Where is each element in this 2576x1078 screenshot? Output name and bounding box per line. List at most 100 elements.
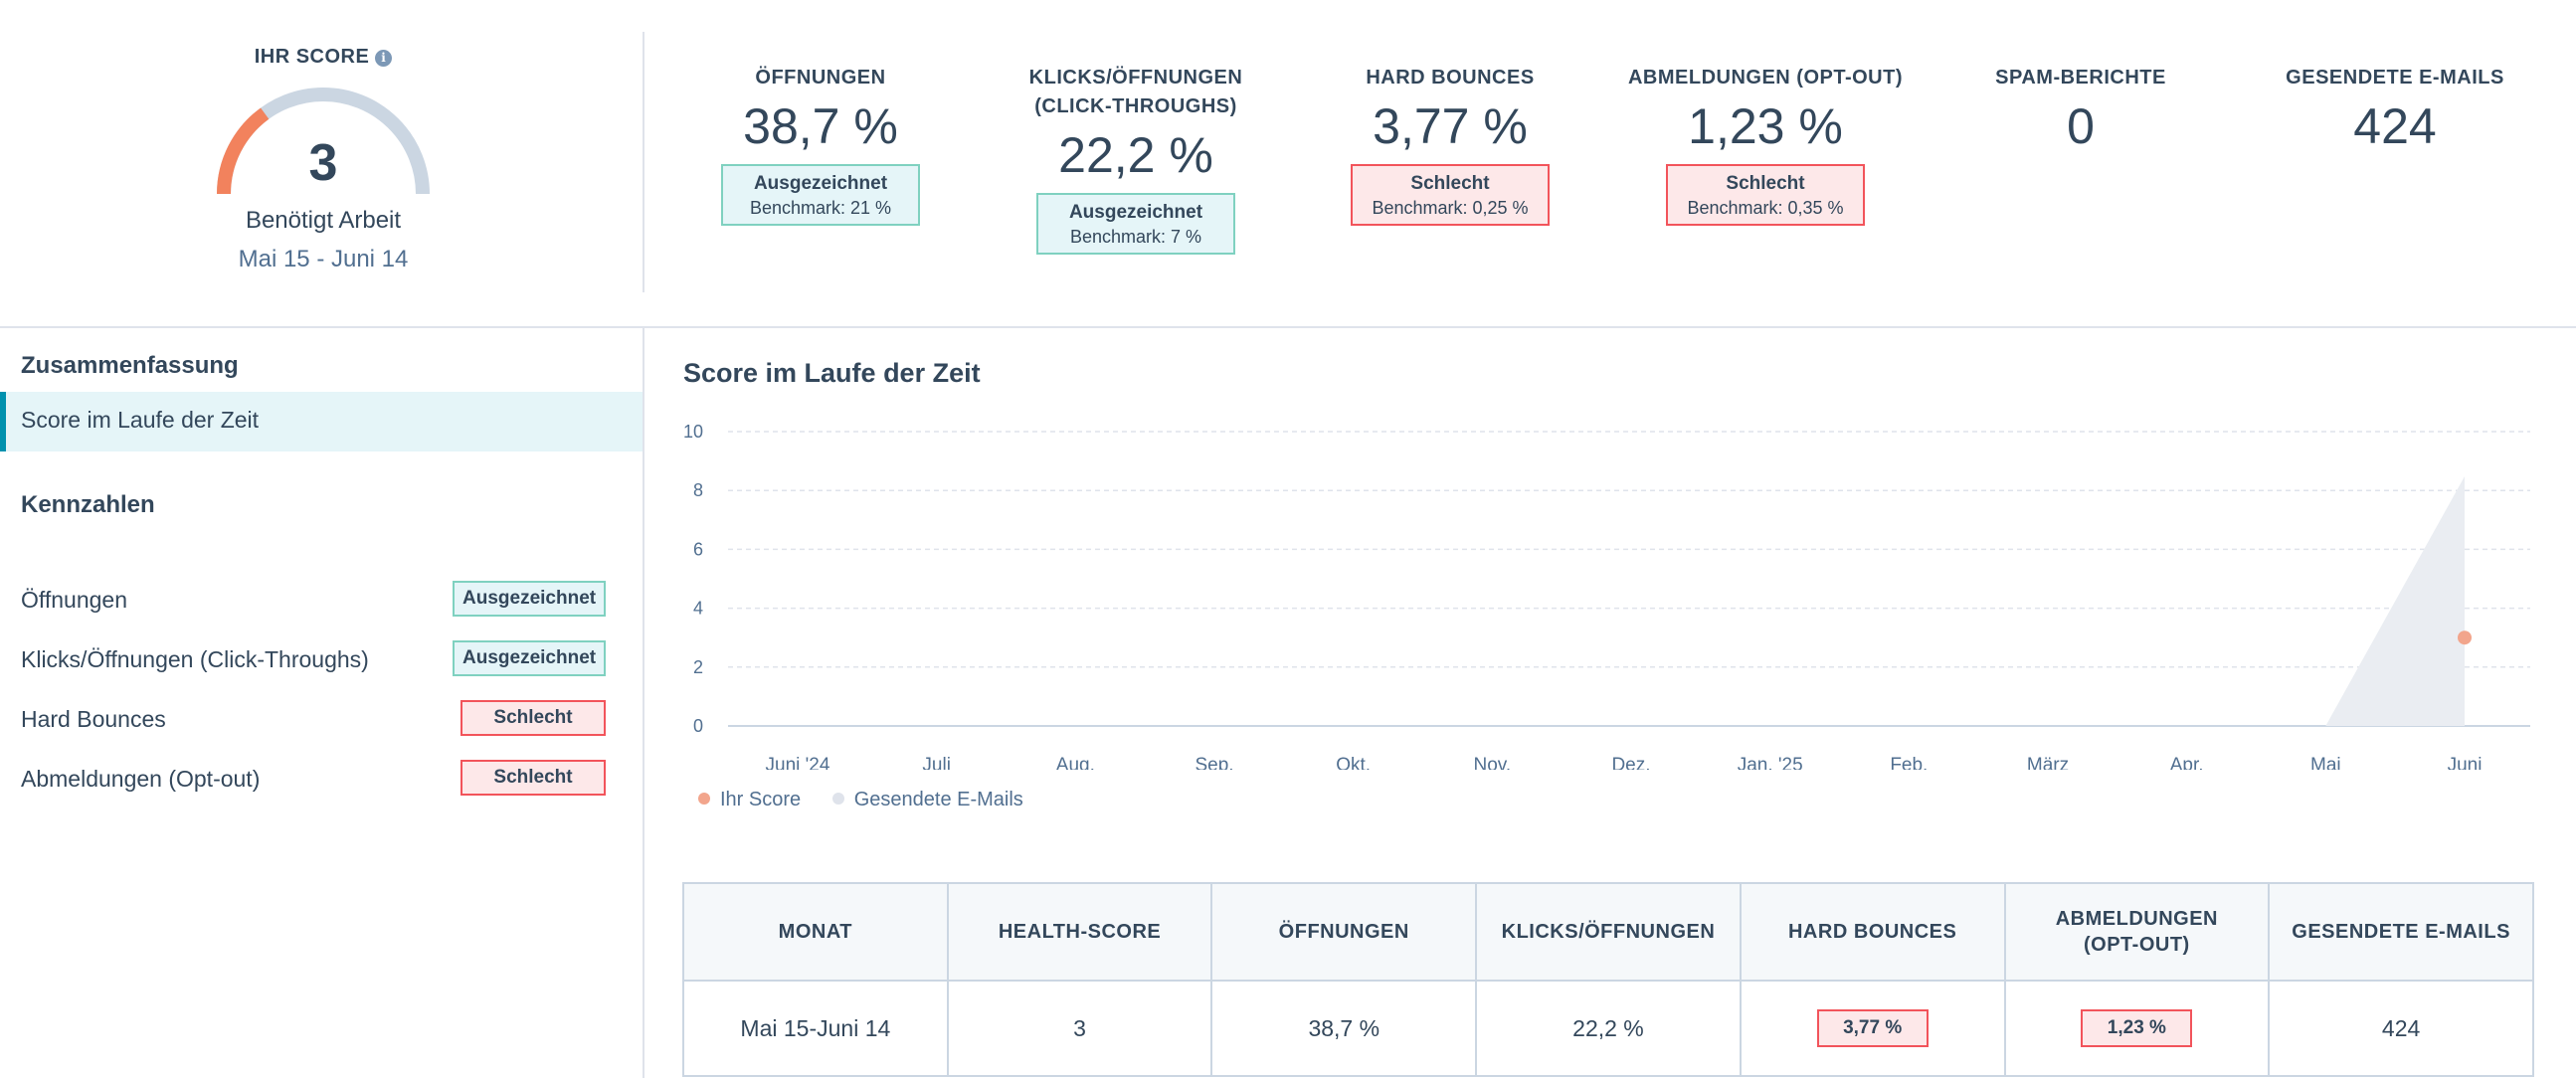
- cell-score: 3: [946, 980, 1213, 1077]
- metric-value: 1,23 %: [1688, 98, 1843, 154]
- metric-value: 3,77 %: [1373, 98, 1528, 154]
- x-tick-label: Dez.: [1611, 755, 1650, 770]
- score-status: Benötigt Arbeit: [245, 207, 402, 234]
- y-tick-label: 6: [693, 539, 703, 559]
- nav-item-opens[interactable]: Öffnungen Ausgezeichnet: [21, 581, 606, 621]
- info-icon[interactable]: i: [375, 50, 393, 67]
- status-badge: 3,77 %: [1816, 1009, 1929, 1047]
- status-badge: Ausgezeichnet: [453, 640, 606, 676]
- status-badge: Schlecht: [460, 700, 606, 736]
- metric-title: KLICKS/ÖFFNUNGEN (CLICK-THROUGHS): [1028, 67, 1243, 117]
- cell-optout: 1,23 %: [2003, 980, 2271, 1077]
- x-tick-label: Feb.: [1890, 755, 1928, 770]
- table-row: Mai 15-Juni 14 3 38,7 % 22,2 % 3,77 % 1,…: [682, 980, 2534, 1077]
- metric-title: SPAM-BERICHTE: [1995, 67, 2166, 89]
- column-header[interactable]: HEALTH-SCORE: [946, 882, 1213, 982]
- column-header[interactable]: ABMELDUNGEN (OPT-OUT): [2003, 882, 2271, 982]
- nav-item-score-over-time[interactable]: Score im Laufe der Zeit: [0, 392, 643, 451]
- column-header[interactable]: KLICKS/ÖFFNUNGEN: [1475, 882, 1742, 982]
- column-header[interactable]: HARD BOUNCES: [1739, 882, 2006, 982]
- cell-bounces: 3,77 %: [1739, 980, 2006, 1077]
- area-gesendete-emails: [2325, 476, 2465, 726]
- column-header[interactable]: ÖFFNUNGEN: [1210, 882, 1478, 982]
- metric-clicks: KLICKS/ÖFFNUNGEN (CLICK-THROUGHS) 22,2 %…: [987, 64, 1285, 255]
- benchmark-box: Schlecht Benchmark: 0,25 %: [1351, 164, 1550, 226]
- column-header[interactable]: GESENDETE E-MAILS: [2268, 882, 2534, 982]
- legend-dot: [831, 793, 844, 805]
- x-tick-label: Mai: [2310, 755, 2341, 770]
- nav-item-label: Hard Bounces: [21, 706, 166, 732]
- metric-opens: ÖFFNUNGEN 38,7 % Ausgezeichnet Benchmark…: [671, 64, 970, 226]
- chart-title: Score im Laufe der Zeit: [683, 358, 981, 388]
- x-tick-label: Okt.: [1336, 755, 1371, 770]
- status-badge: 1,23 %: [2081, 1009, 2193, 1047]
- status-badge: Schlecht: [460, 760, 606, 796]
- cell-opens: 38,7 %: [1210, 980, 1478, 1077]
- y-tick-label: 10: [683, 422, 703, 442]
- rating-label: Schlecht: [1410, 173, 1490, 194]
- y-tick-label: 2: [693, 657, 703, 677]
- y-tick-label: 0: [693, 716, 703, 736]
- y-tick-label: 4: [693, 599, 703, 619]
- metric-value: 0: [2067, 98, 2095, 154]
- point-ihr-score: [2458, 630, 2472, 645]
- benchmark-box: Schlecht Benchmark: 0,35 %: [1666, 164, 1865, 226]
- metric-spam: SPAM-BERICHTE 0: [1932, 64, 2230, 156]
- legend-item-sent[interactable]: Gesendete E-Mails: [831, 789, 1023, 811]
- rating-label: Schlecht: [1726, 173, 1805, 194]
- score-value: 3: [308, 134, 338, 192]
- benchmark-box: Ausgezeichnet Benchmark: 7 %: [1036, 193, 1235, 255]
- nav-heading-summary[interactable]: Zusammenfassung: [21, 352, 239, 379]
- score-date-range: Mai 15 - Juni 14: [238, 246, 409, 272]
- metric-value: 38,7 %: [743, 98, 898, 154]
- nav-item-label: Öffnungen: [21, 587, 128, 613]
- monthly-table: MONAT HEALTH-SCORE ÖFFNUNGEN KLICKS/ÖFFN…: [682, 882, 2534, 1077]
- benchmark-text: Benchmark: 21 %: [749, 198, 892, 218]
- y-tick-label: 8: [693, 480, 703, 500]
- cell-clicks: 22,2 %: [1475, 980, 1742, 1077]
- metric-value: 22,2 %: [1058, 127, 1213, 183]
- left-nav: [0, 328, 644, 1078]
- x-tick-label: Aug.: [1056, 755, 1095, 770]
- x-tick-label: März: [2027, 755, 2069, 770]
- nav-item-clicks[interactable]: Klicks/Öffnungen (Click-Throughs) Ausgez…: [21, 640, 606, 680]
- chart-legend: Ihr Score Gesendete E-Mails: [698, 789, 1049, 811]
- rating-label: Ausgezeichnet: [753, 173, 888, 194]
- metric-sent: GESENDETE E-MAILS 424: [2246, 64, 2544, 156]
- metric-value: 424: [2353, 98, 2437, 154]
- metric-title: HARD BOUNCES: [1366, 67, 1535, 89]
- cell-month: Mai 15-Juni 14: [682, 980, 949, 1077]
- status-badge: Ausgezeichnet: [453, 581, 606, 617]
- nav-item-label: Score im Laufe der Zeit: [21, 407, 260, 433]
- nav-item-label: Abmeldungen (Opt-out): [21, 766, 261, 792]
- divider: [643, 32, 644, 292]
- x-tick-label: Jan. '25: [1738, 755, 1803, 770]
- rating-label: Ausgezeichnet: [1068, 202, 1203, 223]
- metric-title: GESENDETE E-MAILS: [2286, 67, 2504, 89]
- score-heading: IHR SCORE i: [199, 46, 448, 69]
- metric-hard-bounces: HARD BOUNCES 3,77 % Schlecht Benchmark: …: [1301, 64, 1599, 226]
- gauge-fill: [217, 107, 270, 195]
- nav-item-optout[interactable]: Abmeldungen (Opt-out) Schlecht: [21, 760, 606, 800]
- summary-bar: [0, 0, 2576, 328]
- nav-item-hard-bounces[interactable]: Hard Bounces Schlecht: [21, 700, 606, 740]
- nav-heading-kennzahlen: Kennzahlen: [21, 491, 155, 518]
- column-header[interactable]: MONAT: [682, 882, 949, 982]
- x-tick-label: Nov.: [1473, 755, 1511, 770]
- score-chart: 0 2 4 6 8 10 Juni '24 Juli Aug. Sep. Okt. Nov. Dez. J…: [683, 422, 2530, 770]
- x-tick-label: Juli: [922, 755, 951, 770]
- benchmark-text: Benchmark: 7 %: [1069, 227, 1202, 247]
- cell-sent: 424: [2268, 980, 2534, 1077]
- x-tick-label: Juni '24: [766, 755, 830, 770]
- nav-item-label: Klicks/Öffnungen (Click-Throughs): [21, 646, 369, 672]
- metric-title: ÖFFNUNGEN: [755, 67, 886, 89]
- x-tick-label: Juni: [2448, 755, 2483, 770]
- metric-optout: ABMELDUNGEN (OPT-OUT) 1,23 % Schlecht Be…: [1616, 64, 1915, 226]
- x-tick-label: Apr.: [2170, 755, 2204, 770]
- legend-item-score[interactable]: Ihr Score: [698, 789, 801, 811]
- metric-title: ABMELDUNGEN (OPT-OUT): [1627, 67, 1904, 89]
- benchmark-text: Benchmark: 0,25 %: [1372, 198, 1529, 218]
- score-gauge: [217, 88, 430, 195]
- benchmark-box: Ausgezeichnet Benchmark: 21 %: [721, 164, 920, 226]
- legend-dot: [698, 793, 710, 805]
